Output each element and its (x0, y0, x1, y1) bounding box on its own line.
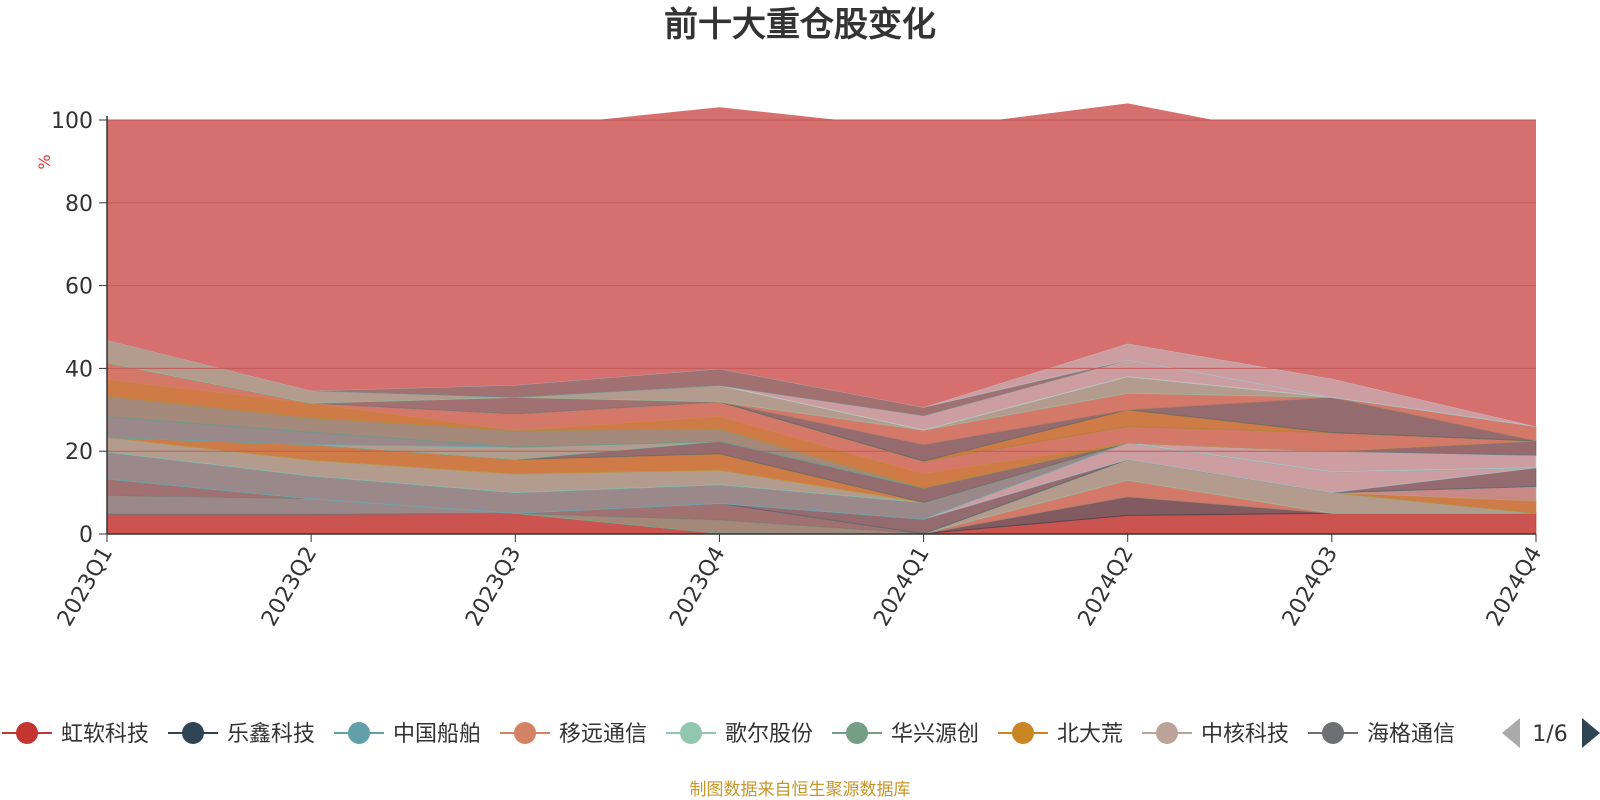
legend: 虹软科技 乐鑫科技 中国船舶 移远通信 歌尔股份 华兴源创 北大荒 中核科技 海格通信 (2, 722, 1455, 747)
legend-label: 北大荒 (1057, 722, 1123, 747)
legend-label: 歌尔股份 (725, 722, 813, 747)
x-tick-label: 2024Q4 (1482, 543, 1547, 631)
legend-label: 中国船舶 (393, 722, 481, 747)
x-tick-label: 2023Q1 (53, 543, 118, 631)
data-source-footer: 制图数据来自恒生聚源数据库 (690, 780, 911, 800)
y-tick-label: 20 (65, 440, 93, 465)
x-tick-label: 2024Q1 (869, 543, 934, 631)
x-tick-label: 2023Q2 (257, 543, 322, 631)
y-axis-unit: % (35, 154, 54, 169)
triangle-right-icon[interactable] (1582, 718, 1600, 748)
legend-item[interactable]: 中国船舶 (334, 722, 481, 747)
y-axis-ticks: 0 20 40 60 80 100 (51, 109, 107, 548)
legend-label: 华兴源创 (891, 722, 979, 747)
legend-item[interactable]: 中核科技 (1142, 722, 1289, 747)
grid-lines (107, 119, 1536, 452)
y-tick-label: 60 (65, 275, 93, 300)
legend-circle-icon (846, 722, 868, 744)
x-tick-label: 2023Q4 (665, 543, 730, 631)
legend-circle-icon (514, 722, 536, 744)
legend-page-indicator: 1/6 (1532, 722, 1567, 747)
x-axis-ticks: 2023Q1 2023Q2 2023Q3 2023Q4 2024Q1 2024Q2 2024… (53, 534, 1547, 631)
y-tick-label: 0 (79, 523, 93, 548)
y-tick-label: 80 (65, 192, 93, 217)
legend-label: 乐鑫科技 (227, 722, 315, 747)
y-tick-label: 40 (65, 357, 93, 382)
legend-items: 虹软科技 乐鑫科技 中国船舶 移远通信 歌尔股份 华兴源创 北大荒 中核科技 海格通信 (2, 722, 1455, 747)
x-tick-label: 2024Q2 (1074, 543, 1139, 631)
legend-item[interactable]: 移远通信 (500, 722, 647, 747)
axes (106, 116, 1536, 535)
legend-circle-icon (1012, 722, 1034, 744)
legend-pager: 1/6 (1502, 718, 1600, 748)
legend-label: 移远通信 (559, 722, 647, 747)
x-tick-label: 2024Q3 (1278, 543, 1343, 631)
legend-item[interactable]: 虹软科技 (2, 722, 149, 747)
x-tick-label: 2023Q3 (461, 543, 526, 631)
legend-circle-icon (1156, 722, 1178, 744)
y-tick-label: 100 (51, 109, 93, 134)
legend-item[interactable]: 海格通信 (1308, 722, 1455, 747)
legend-circle-icon (1322, 722, 1344, 744)
legend-circle-icon (680, 722, 702, 744)
legend-item[interactable]: 北大荒 (998, 722, 1123, 747)
series-areas (106, 103, 1537, 535)
series-area (107, 103, 1536, 427)
legend-item[interactable]: 歌尔股份 (666, 722, 813, 747)
legend-item[interactable]: 乐鑫科技 (168, 722, 315, 747)
legend-label: 虹软科技 (61, 722, 149, 747)
chart-title: 前十大重仓股变化 (664, 5, 936, 45)
triangle-left-icon[interactable] (1502, 718, 1520, 748)
legend-item[interactable]: 华兴源创 (832, 722, 979, 747)
legend-circle-icon (16, 722, 38, 744)
legend-circle-icon (348, 722, 370, 744)
legend-circle-icon (182, 722, 204, 744)
legend-label: 海格通信 (1367, 722, 1455, 747)
legend-label: 中核科技 (1201, 722, 1289, 747)
